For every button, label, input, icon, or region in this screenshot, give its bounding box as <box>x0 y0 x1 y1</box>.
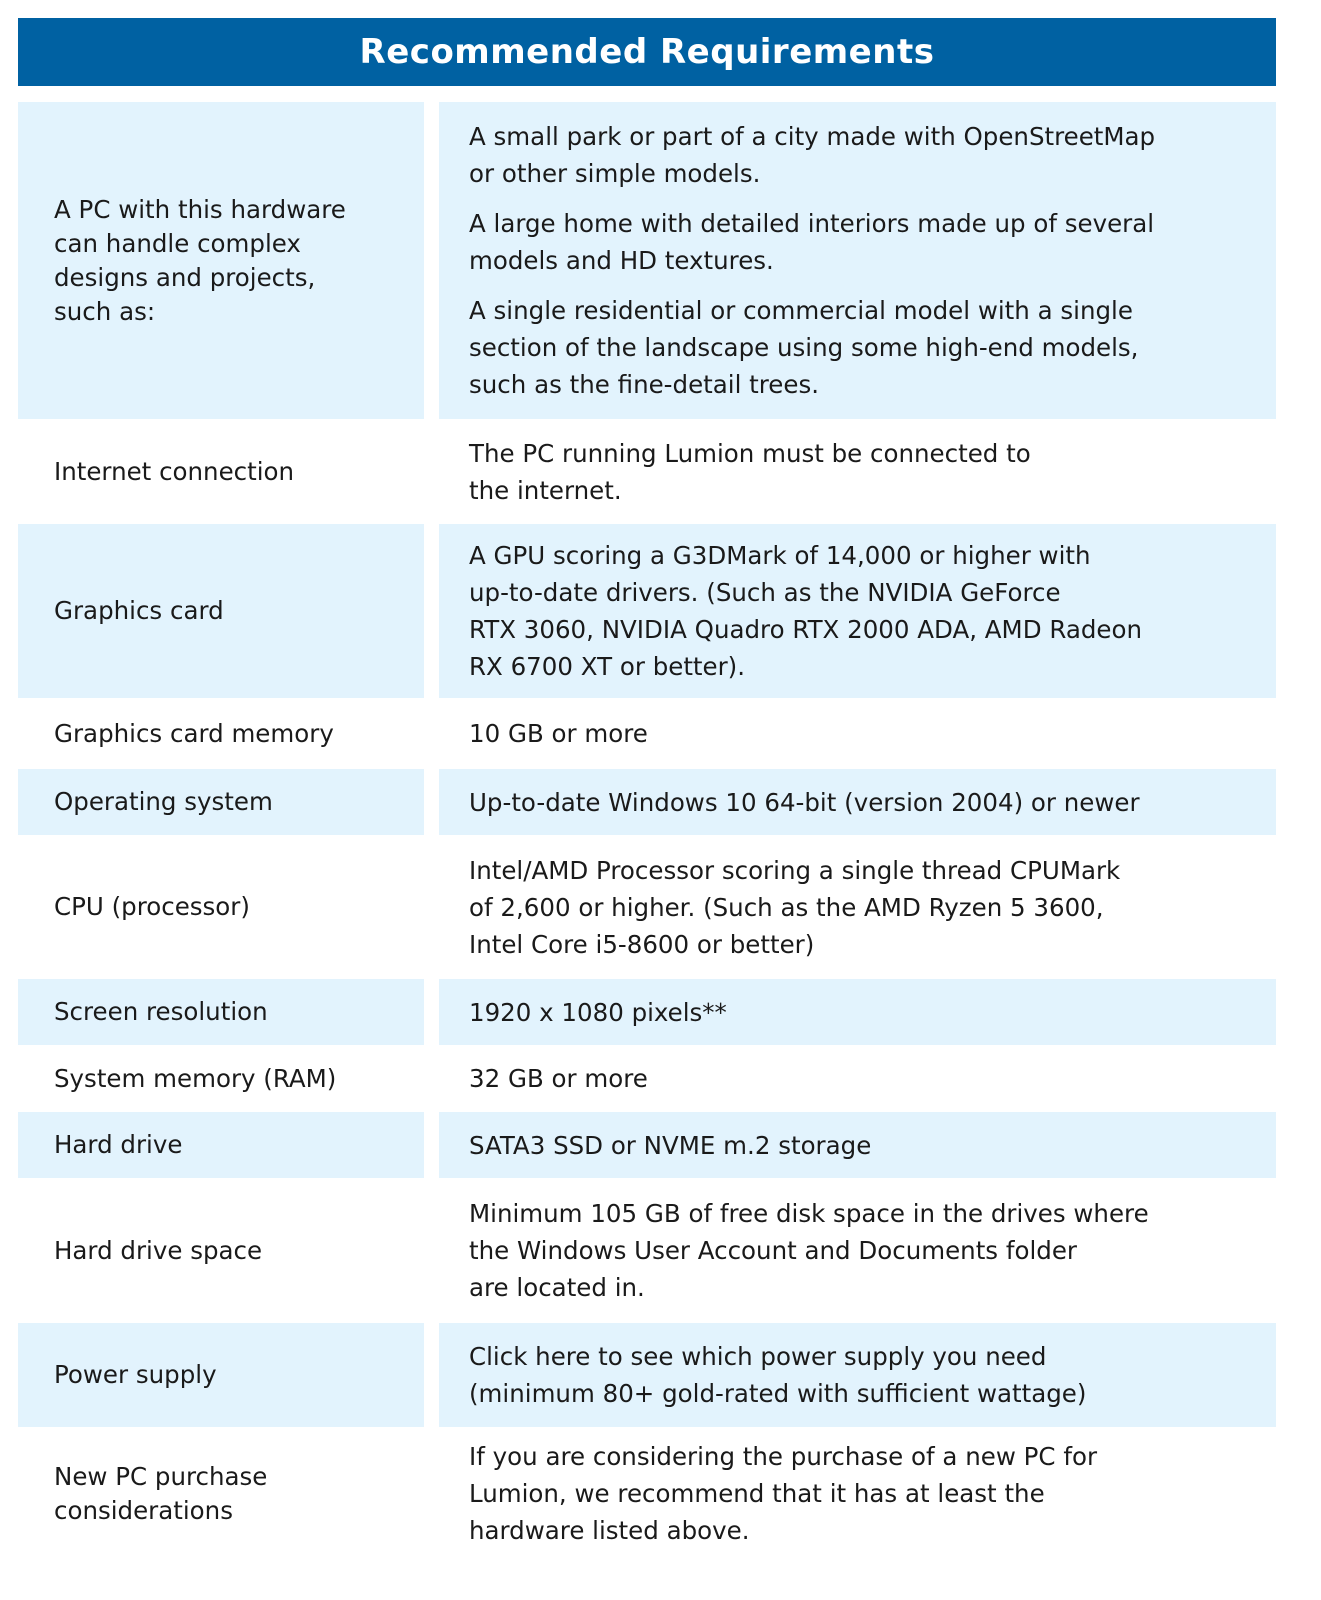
label-line: A PC with this hardware <box>54 194 346 224</box>
value-line: The PC running Lumion must be connected … <box>469 438 1031 468</box>
value-line: SATA3 SSD or NVME m.2 storage <box>469 1130 872 1160</box>
value-paragraph: 1920 x 1080 pixels** <box>469 994 1276 1031</box>
value-paragraph: A GPU scoring a G3DMark of 14,000 or hig… <box>469 537 1276 685</box>
value-line: Click here to see which power supply you… <box>469 1342 1047 1371</box>
value-line: Minimum 105 GB of free disk space in the… <box>469 1199 1149 1228</box>
value-paragraph: A single residential or commercial model… <box>469 292 1276 403</box>
table-row-internet-connection: Internet connection The PC running Lumion… <box>18 419 1276 524</box>
label-line: Screen resolution <box>54 997 268 1026</box>
value-line: the internet. <box>469 475 622 505</box>
value-line: Intel/AMD Processor scoring a single thr… <box>469 855 1121 885</box>
value-line: are located in. <box>469 1273 645 1302</box>
value-line: Up-to-date Windows 10 64-bit (version 20… <box>469 787 1140 817</box>
label-line: designs and projects, <box>54 262 316 292</box>
value-line: (minimum 80+ gold-rated with sufficient … <box>469 1379 1087 1408</box>
label-line: Hard drive <box>54 1130 183 1159</box>
label-line: such as: <box>54 296 156 326</box>
requirement-value: The PC running Lumion must be connected … <box>439 419 1276 524</box>
requirement-label: Graphics card memory <box>18 698 424 769</box>
value-line: section of the landscape using some high… <box>469 333 1139 362</box>
value-line: A GPU scoring a G3DMark of 14,000 or hig… <box>469 541 1091 570</box>
requirement-label: Power supply <box>18 1323 424 1427</box>
requirement-label: New PC purchase considerations <box>18 1427 424 1560</box>
requirement-label: CPU (processor) <box>18 835 424 979</box>
value-paragraph: Up-to-date Windows 10 64-bit (version 20… <box>469 784 1276 821</box>
value-line: A large home with detailed interiors mad… <box>469 209 1155 238</box>
value-line: If you are considering the purchase of a… <box>469 1442 1098 1471</box>
value-line: Intel Core i5-8600 or better) <box>469 929 815 959</box>
value-paragraph: Minimum 105 GB of free disk space in the… <box>469 1195 1276 1306</box>
table-row-graphics-card: Graphics card A GPU scoring a G3DMark of … <box>18 524 1276 698</box>
value-line: RX 6700 XT or better). <box>469 652 746 681</box>
value-paragraph: SATA3 SSD or NVME m.2 storage <box>469 1127 1276 1164</box>
requirement-value: 32 GB or more <box>439 1045 1276 1112</box>
value-line: the Windows User Account and Documents f… <box>469 1236 1077 1265</box>
value-paragraph: Intel/AMD Processor scoring a single thr… <box>469 852 1276 963</box>
table-row-hard-drive: Hard drive SATA3 SSD or NVME m.2 storage <box>18 1112 1276 1178</box>
label-line: Power supply <box>54 1360 217 1389</box>
value-line: A single residential or commercial model… <box>469 296 1133 325</box>
table-row-power-supply: Power supply Click here to see which powe… <box>18 1323 1276 1427</box>
table-row-new-pc-purchase: New PC purchase considerations If you are … <box>18 1427 1276 1560</box>
table-title: Recommended Requirements <box>18 18 1276 86</box>
table-row-capability: A PC with this hardware can handle comple… <box>18 102 1276 419</box>
value-paragraph: A small park or part of a city made with… <box>469 118 1276 192</box>
value-line: 10 GB or more <box>469 719 648 748</box>
value-line: RTX 3060, NVIDIA Quadro RTX 2000 ADA, AM… <box>469 615 1142 644</box>
requirement-label: Hard drive space <box>18 1178 424 1323</box>
label-line: Graphics card memory <box>54 718 334 748</box>
value-line: up-to-date drivers. (Such as the NVIDIA … <box>469 578 1061 607</box>
table-row-graphics-card-memory: Graphics card memory 10 GB or more <box>18 698 1276 769</box>
label-line: New PC purchase <box>54 1461 268 1491</box>
requirement-label: Hard drive <box>18 1112 424 1178</box>
requirement-label: Screen resolution <box>18 979 424 1045</box>
value-line: 32 GB or more <box>469 1064 648 1093</box>
table-row-hard-drive-space: Hard drive space Minimum 105 GB of free d… <box>18 1178 1276 1323</box>
requirement-label: System memory (RAM) <box>18 1045 424 1112</box>
table-row-cpu: CPU (processor) Intel/AMD Processor scori… <box>18 835 1276 979</box>
value-paragraph: 32 GB or more <box>469 1060 1276 1097</box>
requirement-label: A PC with this hardware can handle comple… <box>18 102 424 419</box>
table-row-system-memory: System memory (RAM) 32 GB or more <box>18 1045 1276 1112</box>
label-line: System memory (RAM) <box>54 1063 337 1093</box>
label-line: can handle complex <box>54 228 301 258</box>
table-row-screen-resolution: Screen resolution 1920 x 1080 pixels** <box>18 979 1276 1045</box>
requirement-value: Click here to see which power supply you… <box>439 1323 1276 1427</box>
requirement-value: 1920 x 1080 pixels** <box>439 979 1276 1045</box>
requirement-value: Minimum 105 GB of free disk space in the… <box>439 1178 1276 1323</box>
value-paragraph[interactable]: Click here to see which power supply you… <box>469 1338 1276 1412</box>
value-paragraph: 10 GB or more <box>469 715 1276 752</box>
label-line: considerations <box>54 1495 233 1525</box>
value-line: 1920 x 1080 pixels** <box>469 997 727 1027</box>
value-line: A small park or part of a city made with… <box>469 122 1156 151</box>
value-line: hardware listed above. <box>469 1516 750 1545</box>
requirement-value: SATA3 SSD or NVME m.2 storage <box>439 1112 1276 1178</box>
value-line: of 2,600 or higher. (Such as the AMD Ryz… <box>469 892 1104 922</box>
value-line: models and HD textures. <box>469 246 774 275</box>
label-line: Hard drive space <box>54 1235 263 1265</box>
value-line: such as the fine-detail trees. <box>469 370 819 399</box>
label-line: Internet connection <box>54 456 295 486</box>
requirement-value: 10 GB or more <box>439 698 1276 769</box>
requirement-value: Up-to-date Windows 10 64-bit (version 20… <box>439 769 1276 835</box>
value-paragraph: The PC running Lumion must be connected … <box>469 435 1276 509</box>
label-line: Operating system <box>54 787 273 816</box>
value-paragraph: A large home with detailed interiors mad… <box>469 205 1276 279</box>
requirement-value: Intel/AMD Processor scoring a single thr… <box>439 835 1276 979</box>
label-line: CPU (processor) <box>54 892 250 921</box>
requirement-value: A small park or part of a city made with… <box>439 102 1276 419</box>
requirement-label: Operating system <box>18 769 424 835</box>
label-line: Graphics card <box>54 596 224 625</box>
value-line: or other simple models. <box>469 159 761 188</box>
title-text: Recommended Requirements <box>359 32 935 72</box>
value-paragraph: If you are considering the purchase of a… <box>469 1438 1276 1549</box>
requirement-value: A GPU scoring a G3DMark of 14,000 or hig… <box>439 524 1276 698</box>
requirement-label: Internet connection <box>18 419 424 524</box>
value-line: Lumion, we recommend that it has at leas… <box>469 1479 1045 1508</box>
requirement-label: Graphics card <box>18 524 424 698</box>
requirement-value: If you are considering the purchase of a… <box>439 1427 1276 1560</box>
table-row-operating-system: Operating system Up-to-date Windows 10 64… <box>18 769 1276 835</box>
